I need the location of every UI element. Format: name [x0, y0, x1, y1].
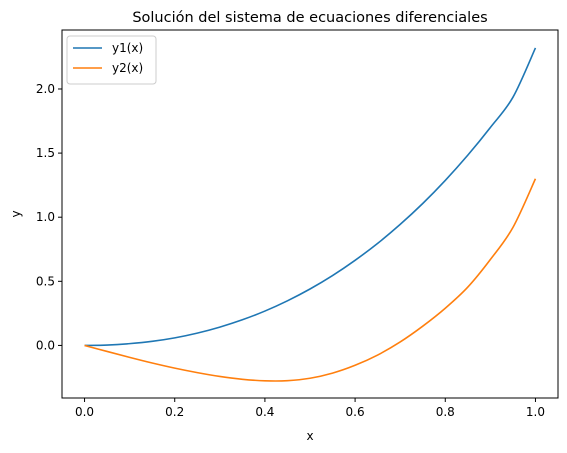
- legend-label: y1(x): [112, 41, 143, 55]
- x-tick-label: 0.2: [165, 405, 184, 419]
- x-axis-label: x: [306, 429, 313, 443]
- y-axis: 0.0 0.5 1.0 1.5 2.0: [36, 82, 62, 352]
- series-line-y2x: [84, 178, 537, 382]
- y-tick-label: 1.0: [36, 210, 55, 224]
- chart-title: Solución del sistema de ecuaciones difer…: [132, 10, 487, 26]
- x-axis: 0.0 0.2 0.4 0.6 0.8 1.0: [75, 398, 545, 419]
- x-tick-label: 0.8: [436, 405, 455, 419]
- x-tick-label: 0.0: [75, 405, 94, 419]
- x-tick-label: 0.6: [346, 405, 365, 419]
- y-tick-label: 0.5: [36, 274, 55, 288]
- x-tick-label: 1.0: [526, 405, 545, 419]
- legend-label: y2(x): [112, 61, 143, 75]
- series-layer: [84, 47, 537, 382]
- y-tick-label: 1.5: [36, 146, 55, 160]
- y-tick-label: 0.0: [36, 338, 55, 352]
- series-line-y1x: [84, 47, 537, 347]
- y-tick-label: 2.0: [36, 82, 55, 96]
- legend: y1(x) y2(x): [66, 35, 157, 85]
- x-tick-label: 0.4: [255, 405, 274, 419]
- axes-frame: [61, 29, 559, 399]
- y-axis-label: y: [9, 210, 23, 217]
